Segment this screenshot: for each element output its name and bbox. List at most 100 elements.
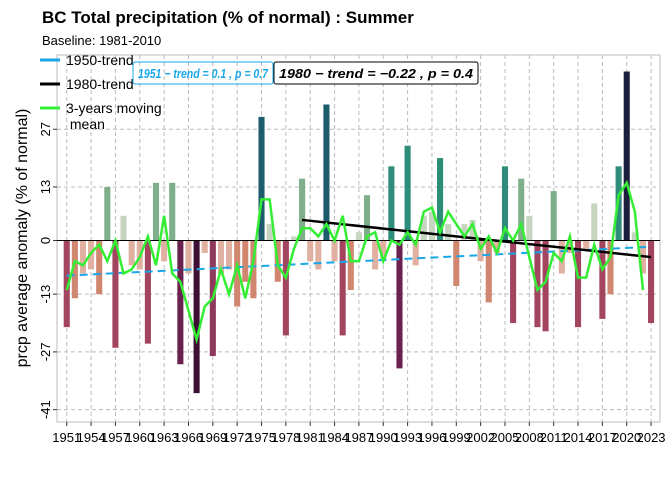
bar bbox=[558, 240, 565, 274]
legend-label: 3-years moving mean bbox=[66, 100, 162, 132]
bar bbox=[177, 240, 184, 365]
bar bbox=[128, 240, 135, 266]
bar bbox=[420, 215, 427, 241]
bar bbox=[493, 240, 500, 253]
legend-label: 1980-trend bbox=[66, 76, 134, 92]
bar bbox=[79, 240, 87, 274]
bar bbox=[144, 240, 151, 344]
x-tick-label: 1951 bbox=[52, 430, 81, 445]
x-tick-label: 1987 bbox=[344, 430, 373, 445]
bar bbox=[363, 195, 371, 241]
bar bbox=[542, 240, 549, 332]
bar bbox=[169, 182, 176, 241]
legend-line: mean bbox=[66, 116, 105, 132]
bar bbox=[193, 240, 200, 394]
bar bbox=[574, 240, 582, 328]
x-tick-label: 1978 bbox=[271, 430, 300, 445]
bar bbox=[607, 240, 614, 295]
bar bbox=[234, 240, 241, 307]
annotation: 1951 − trend = 0.1 , p = 0.7 bbox=[138, 66, 269, 81]
x-tick-label: 2002 bbox=[466, 430, 495, 445]
bar bbox=[315, 240, 322, 270]
annotation-box bbox=[273, 61, 479, 85]
series-line bbox=[65, 179, 645, 345]
x-tick-label: 1960 bbox=[125, 430, 154, 445]
bar bbox=[242, 240, 249, 282]
x-tick-label: 1966 bbox=[174, 430, 203, 445]
x-tick-label: 2017 bbox=[588, 430, 617, 445]
bar bbox=[372, 240, 379, 270]
x-tick-label: 1975 bbox=[247, 430, 276, 445]
bar bbox=[526, 215, 533, 241]
x-tick-label: 1972 bbox=[223, 430, 252, 445]
y-tick-label: -13 bbox=[38, 285, 53, 304]
bar bbox=[120, 215, 127, 241]
bar bbox=[623, 71, 630, 241]
bar bbox=[355, 232, 362, 241]
bar bbox=[71, 240, 78, 299]
bar bbox=[380, 240, 387, 262]
x-tick-label: 1999 bbox=[442, 430, 471, 445]
y-tick-label: -27 bbox=[38, 343, 53, 362]
x-tick-label: 2020 bbox=[612, 430, 641, 445]
bar bbox=[339, 240, 346, 336]
bar bbox=[583, 240, 590, 249]
x-tick-label: 2008 bbox=[515, 430, 544, 445]
bar bbox=[445, 224, 452, 241]
y-tick-label: -41 bbox=[38, 400, 53, 419]
bar bbox=[396, 240, 403, 369]
bar bbox=[501, 166, 509, 241]
bar bbox=[161, 240, 168, 262]
bar bbox=[388, 166, 395, 241]
bar bbox=[485, 240, 492, 303]
bar bbox=[258, 116, 265, 241]
y-tick-label: 27 bbox=[38, 122, 53, 136]
bar bbox=[307, 240, 314, 262]
bar bbox=[510, 240, 517, 324]
legend-line: 3-years moving bbox=[66, 100, 162, 116]
annotation-box bbox=[132, 61, 274, 85]
x-tick-label: 1996 bbox=[417, 430, 446, 445]
bar bbox=[282, 240, 289, 336]
x-tick-label: 2023 bbox=[637, 430, 666, 445]
bar bbox=[323, 104, 330, 241]
bar bbox=[404, 145, 411, 241]
x-tick-label: 1990 bbox=[369, 430, 398, 445]
bar bbox=[599, 240, 606, 319]
x-tick-label: 1963 bbox=[150, 430, 179, 445]
bar bbox=[226, 240, 233, 270]
bar bbox=[591, 203, 598, 241]
bar bbox=[648, 240, 655, 324]
bar bbox=[266, 224, 273, 241]
bar bbox=[112, 240, 119, 348]
bar bbox=[299, 178, 306, 241]
bar bbox=[104, 186, 111, 241]
x-tick-label: 2014 bbox=[564, 430, 593, 445]
bar bbox=[201, 240, 208, 253]
x-tick-label: 1969 bbox=[198, 430, 227, 445]
x-tick-label: 2005 bbox=[491, 430, 520, 445]
chart-subtitle: Baseline: 1981-2010 bbox=[42, 33, 161, 48]
bar bbox=[412, 240, 419, 266]
y-axis-label: prcp average anomaly (% of normal) bbox=[14, 109, 31, 368]
bar bbox=[534, 240, 541, 328]
bar bbox=[550, 191, 557, 241]
bar bbox=[347, 240, 354, 291]
y-tick-label: 13 bbox=[38, 180, 53, 194]
annotation: 1980 − trend = −0.22 , p = 0.4 bbox=[279, 66, 474, 81]
bar bbox=[63, 240, 70, 328]
x-tick-label: 1957 bbox=[101, 430, 130, 445]
bar bbox=[331, 240, 338, 262]
bar bbox=[469, 219, 476, 241]
bar bbox=[250, 240, 257, 299]
bar bbox=[428, 211, 435, 241]
bar bbox=[461, 224, 468, 241]
bar bbox=[518, 178, 525, 241]
x-tick-label: 1981 bbox=[296, 430, 325, 445]
bar bbox=[453, 240, 460, 286]
x-tick-label: 2011 bbox=[540, 430, 568, 445]
bar bbox=[290, 236, 298, 241]
bar bbox=[217, 240, 224, 274]
x-tick-label: 1984 bbox=[320, 430, 349, 445]
bar bbox=[566, 240, 573, 253]
